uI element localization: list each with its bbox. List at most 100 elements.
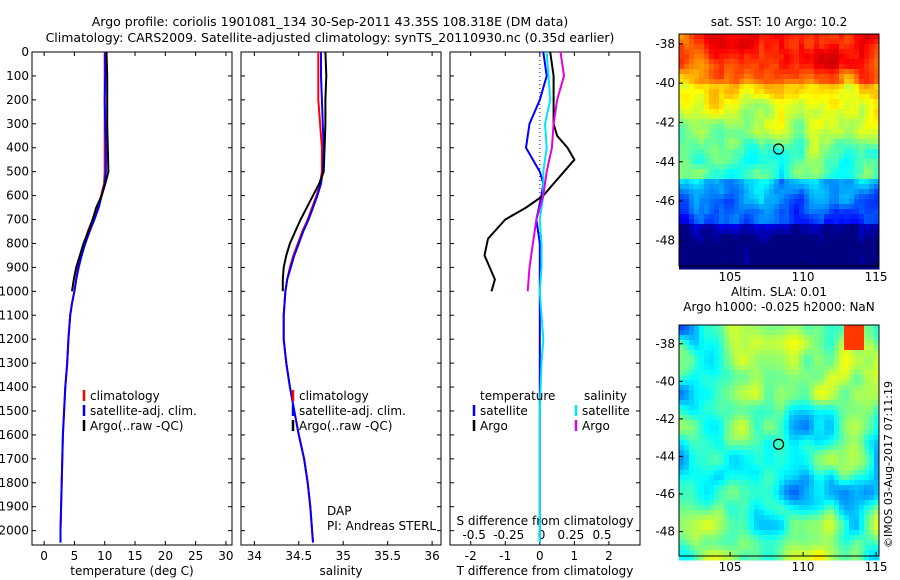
heatmap-cell [709, 169, 715, 175]
heatmap-cell [809, 114, 815, 120]
heatmap-cell [699, 340, 705, 346]
heatmap-cell [764, 485, 770, 491]
heatmap-cell [854, 244, 860, 250]
heatmap-cell [874, 505, 880, 511]
heatmap-cell [794, 139, 800, 145]
heatmap-cell [699, 510, 705, 516]
heatmap-cell [794, 184, 800, 190]
heatmap-cell [799, 89, 805, 95]
heatmap-cell [719, 154, 725, 160]
heatmap-cell [794, 485, 800, 491]
heatmap-cell [804, 420, 810, 426]
heatmap-cell [794, 34, 800, 40]
heatmap-cell [849, 124, 855, 130]
heatmap-cell [704, 164, 710, 170]
heatmap-cell [839, 480, 845, 486]
heatmap-cell [729, 485, 735, 491]
heatmap-cell [729, 84, 735, 90]
heatmap-cell [729, 179, 735, 185]
heatmap-cell [729, 139, 735, 145]
heatmap-cell [774, 400, 780, 406]
heatmap-cell [719, 365, 725, 371]
heatmap-cell [789, 219, 795, 225]
heatmap-cell [769, 360, 775, 366]
heatmap-cell [809, 164, 815, 170]
heatmap-cell [744, 465, 750, 471]
heatmap-cell [744, 64, 750, 70]
heatmap-cell [839, 39, 845, 45]
heatmap-cell [804, 84, 810, 90]
heatmap-cell [719, 34, 725, 40]
heatmap-cell [809, 94, 815, 100]
heatmap-cell [749, 94, 755, 100]
heatmap-cell [804, 520, 810, 526]
heatmap-cell [869, 385, 875, 391]
heatmap-cell [739, 365, 745, 371]
heatmap-cell [754, 39, 760, 45]
heatmap-cell [704, 365, 710, 371]
heatmap-cell [874, 330, 880, 336]
depth-tick-label: 1100 [0, 308, 29, 322]
heatmap-cell [729, 550, 735, 556]
heatmap-cell [754, 114, 760, 120]
heatmap-cell [744, 555, 750, 561]
heatmap-cell [814, 390, 820, 396]
heatmap-cell [774, 229, 780, 235]
heatmap-cell [809, 134, 815, 140]
heatmap-cell [764, 455, 770, 461]
heatmap-cell [694, 360, 700, 366]
heatmap-cell [724, 249, 730, 255]
heatmap-cell [789, 515, 795, 521]
x-tick-label: 15 [127, 549, 142, 563]
heatmap-cell [759, 405, 765, 411]
heatmap-cell [829, 340, 835, 346]
heatmap-cell [739, 480, 745, 486]
heatmap-cell [684, 385, 690, 391]
heatmap-cell [714, 234, 720, 240]
heatmap-cell [844, 470, 850, 476]
heatmap-cell [764, 109, 770, 115]
heatmap-cell [829, 104, 835, 110]
heatmap-cell [679, 450, 685, 456]
heatmap-cell [704, 495, 710, 501]
heatmap-cell [709, 420, 715, 426]
heatmap-cell [754, 104, 760, 110]
heatmap-cell [789, 199, 795, 205]
heatmap-cell [839, 194, 845, 200]
heatmap-cell [704, 104, 710, 110]
heatmap-cell [819, 104, 825, 110]
heatmap-cell [689, 64, 695, 70]
x-tick-label: 0 [40, 549, 48, 563]
heatmap-cell [869, 555, 875, 561]
heatmap-cell [824, 335, 830, 341]
heatmap-cell [789, 54, 795, 60]
heatmap-cell [854, 54, 860, 60]
heatmap-cell [809, 475, 815, 481]
heatmap-cell [799, 189, 805, 195]
heatmap-cell [679, 184, 685, 190]
heatmap-cell [794, 355, 800, 361]
heatmap-cell [834, 345, 840, 351]
heatmap-cell [704, 44, 710, 50]
heatmap-cell [774, 385, 780, 391]
heatmap-cell [689, 390, 695, 396]
heatmap-cell [824, 345, 830, 351]
heatmap-cell [824, 515, 830, 521]
heatmap-cell [679, 540, 685, 546]
heatmap-cell [729, 410, 735, 416]
heatmap-cell [849, 480, 855, 486]
heatmap-cell [874, 139, 880, 145]
depth-tick-label: 700 [6, 213, 29, 227]
heatmap-cell [804, 109, 810, 115]
heatmap-cell [769, 515, 775, 521]
heatmap-cell [804, 189, 810, 195]
heatmap-cell [779, 370, 785, 376]
lat-tick-label: -44 [655, 449, 675, 463]
heatmap-cell [874, 495, 880, 501]
heatmap-cell [684, 94, 690, 100]
heatmap-cell [699, 79, 705, 85]
heatmap-cell [769, 495, 775, 501]
heatmap-cell [759, 490, 765, 496]
heatmap-cell [809, 159, 815, 165]
heatmap-cell [759, 350, 765, 356]
